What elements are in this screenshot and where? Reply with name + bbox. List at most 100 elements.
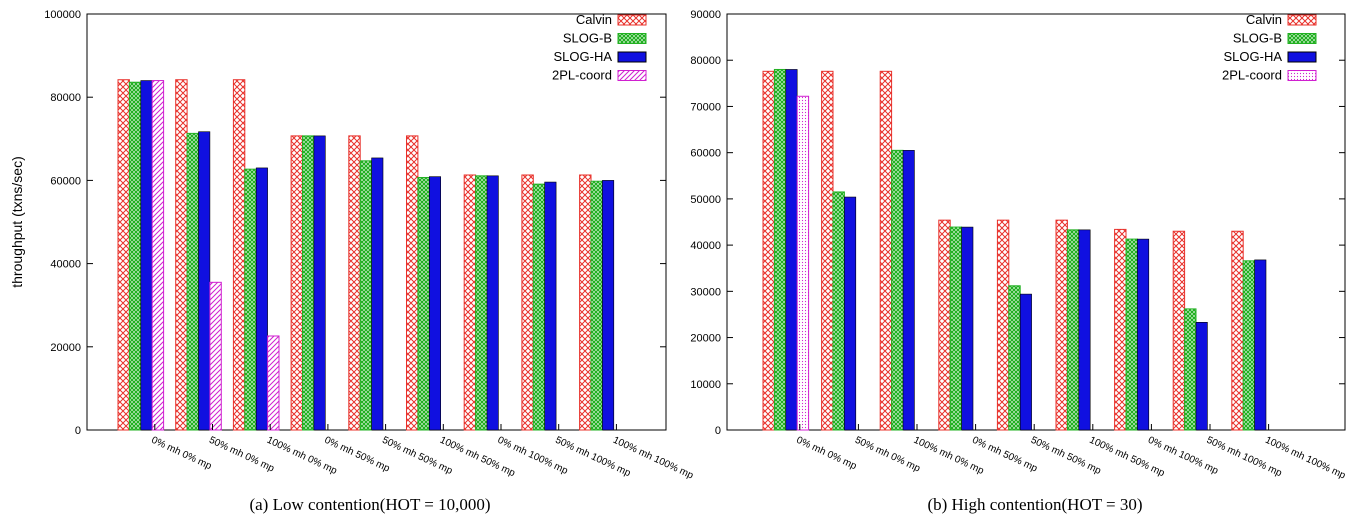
bar-slog-ha (486, 175, 499, 431)
x-tick-label: 0% mh 0% mp (150, 435, 214, 473)
bar-slog-ha (1078, 229, 1091, 431)
legend-swatch (617, 70, 647, 81)
bar-calvin (879, 70, 893, 431)
bar-slog-ha (313, 135, 326, 431)
x-tick-label: 0% mh 0% mp (795, 435, 859, 473)
legend-swatch (1287, 51, 1317, 63)
bar-calvin (821, 70, 834, 431)
y-tick-label: 20000 (50, 342, 81, 354)
bar-calvin (1114, 228, 1127, 431)
y-tick-label: 90000 (690, 9, 721, 21)
bar-slog-ha (785, 69, 798, 431)
bar-slog-b (128, 81, 142, 431)
legend-swatch (617, 14, 647, 26)
bar-2pl-coord (796, 95, 810, 431)
bar-slog-ha (428, 176, 441, 431)
bar-calvin (938, 219, 951, 431)
bar-slog-b (244, 168, 257, 431)
bar-slog-ha (1137, 238, 1150, 431)
bar-2pl-coord (209, 281, 222, 431)
bar-slog-b (1184, 308, 1197, 431)
y-tick-label: 10000 (690, 379, 721, 391)
bar-calvin (1055, 219, 1068, 431)
bar-slog-b (417, 176, 430, 431)
bar-calvin (290, 135, 304, 431)
bar-slog-b (773, 68, 787, 431)
bar-calvin (232, 79, 246, 431)
legend-swatch (1287, 70, 1317, 81)
bar-calvin (117, 79, 130, 431)
bar-calvin (463, 174, 477, 431)
legend-swatch (617, 51, 647, 63)
bar-slog-b (186, 132, 200, 431)
bar-calvin (579, 174, 592, 431)
bar-calvin (348, 135, 361, 431)
figure-caption: (b) High contention(HOT = 30) (927, 495, 1142, 514)
bar-slog-b (832, 191, 845, 431)
legend-swatch (1287, 14, 1317, 26)
legend-label: Calvin (576, 12, 612, 27)
legend-label: SLOG-B (1233, 31, 1282, 46)
bar-calvin (762, 70, 775, 431)
bar-calvin (406, 135, 419, 431)
bar-slog-ha (371, 157, 384, 431)
bar-calvin (521, 174, 534, 431)
y-axis-label: throughput (txns/sec) (9, 156, 25, 288)
x-tick-label: 50% mh 0% mp (853, 435, 922, 475)
bar-slog-ha (1195, 322, 1208, 431)
y-tick-label: 0 (715, 425, 721, 437)
bar-slog-b (302, 135, 315, 431)
bar-slog-ha (602, 180, 615, 431)
y-tick-label: 0 (75, 425, 81, 437)
bar-slog-ha (198, 131, 211, 431)
bar-slog-b (359, 160, 373, 431)
y-tick-label: 60000 (690, 148, 721, 160)
bar-slog-b (1242, 260, 1256, 431)
y-tick-label: 40000 (690, 240, 721, 252)
legend-label: SLOG-HA (553, 49, 612, 64)
bar-calvin (175, 79, 188, 431)
y-tick-label: 100000 (44, 9, 81, 21)
bar-slog-ha (1254, 259, 1267, 431)
y-tick-label: 70000 (690, 101, 721, 113)
legend-label: SLOG-HA (1223, 49, 1282, 64)
bar-slog-b (1066, 229, 1080, 431)
y-tick-label: 60000 (50, 175, 81, 187)
bar-slog-ha (961, 226, 974, 431)
bar-slog-ha (902, 150, 915, 431)
bar-slog-ha (544, 181, 557, 431)
bar-slog-ha (844, 196, 857, 431)
figure-caption: (a) Low contention(HOT = 10,000) (249, 495, 490, 514)
chart-low-contention: 0 20000 40000 60000 80000 100000 throughput (t… (9, 9, 695, 514)
legend-swatch (1287, 33, 1317, 44)
bar-slog-b (475, 175, 488, 431)
y-tick-label: 80000 (690, 55, 721, 67)
y-tick-label: 40000 (50, 259, 81, 271)
plot-frame (726, 13, 1346, 431)
bar-slog-ha (140, 80, 153, 431)
legend-swatch (617, 33, 647, 44)
y-tick-label: 80000 (50, 92, 81, 104)
bar-slog-b (891, 149, 904, 431)
chart-high-contention: 0 10000 20000 30000 40000 50000 60000 70000 8000… (690, 9, 1347, 514)
bar-slog-b (949, 226, 963, 431)
y-tick-label: 50000 (690, 194, 721, 206)
bar-slog-b (1125, 238, 1138, 431)
bar-calvin (1231, 230, 1244, 431)
legend-label: SLOG-B (563, 31, 612, 46)
bar-slog-b (1008, 285, 1021, 431)
legend-label: 2PL-coord (1222, 68, 1282, 83)
legend-label: Calvin (1246, 12, 1282, 27)
bar-slog-ha (1019, 293, 1032, 431)
bar-slog-ha (255, 167, 268, 431)
bar-calvin (1172, 230, 1186, 431)
bar-2pl-coord (151, 80, 165, 431)
bar-slog-b (532, 183, 546, 431)
y-tick-label: 30000 (690, 286, 721, 298)
bar-2pl-coord (267, 335, 280, 431)
legend-label: 2PL-coord (552, 68, 612, 83)
bar-slog-b (590, 180, 603, 431)
bar-calvin (996, 219, 1010, 431)
y-tick-label: 20000 (690, 333, 721, 345)
